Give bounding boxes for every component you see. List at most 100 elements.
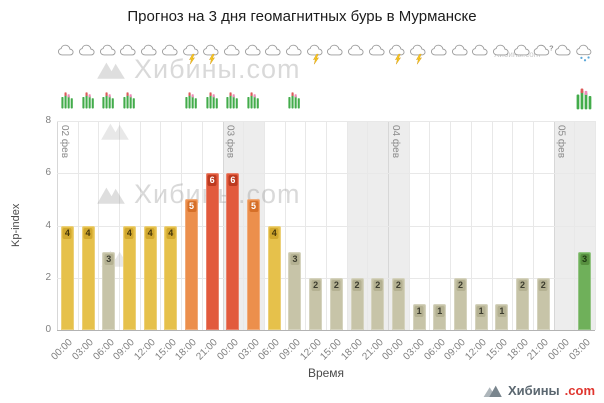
kp-bar: 1	[495, 303, 509, 330]
cloud-icon	[78, 44, 98, 62]
kp-bar: 1	[412, 303, 426, 330]
kp-bar: 3	[288, 251, 302, 330]
cloud-icon	[513, 44, 533, 62]
cloud-lightning-icon	[182, 44, 202, 70]
x-axis-tick-label: 15:00	[484, 337, 510, 363]
site-logo-link[interactable]: Хибины .com	[482, 383, 595, 398]
x-axis-tick-label: 00:00	[215, 337, 241, 363]
cloud-icon	[119, 44, 139, 62]
kp-bar: 5	[185, 199, 198, 330]
vertical-gridline	[595, 121, 596, 330]
x-axis-tick-label: 03:00	[566, 337, 593, 363]
x-axis-tick-label: 21:00	[194, 337, 220, 363]
aurora-forecast-icon	[247, 92, 260, 114]
aurora-forecast-icon	[123, 92, 136, 114]
kp-bar: 2	[391, 277, 405, 330]
horizontal-gridline	[57, 277, 595, 279]
kp-bar: 6	[205, 173, 219, 330]
x-axis-tick-label: 06:00	[422, 337, 448, 363]
kp-value-label: 3	[104, 253, 114, 265]
kp-value-label: 2	[393, 279, 403, 291]
aurora-forecast-icon	[81, 92, 95, 114]
kp-bar: 2	[329, 277, 343, 330]
aurora-forecast-icon	[576, 88, 593, 115]
cloud-question-icon: ?	[533, 44, 554, 62]
kp-value-label: 2	[311, 279, 321, 291]
horizontal-gridline	[57, 330, 595, 331]
kp-value-label: 5	[186, 201, 197, 213]
aurora-forecast-icon	[206, 92, 219, 114]
kp-value-label: 2	[518, 279, 528, 291]
kp-bar: 1	[474, 303, 488, 330]
cloud-icon	[430, 44, 450, 62]
x-axis-tick-label: 21:00	[360, 337, 386, 363]
x-axis-tick-label: 18:00	[504, 337, 531, 363]
aurora-forecast-icon	[288, 92, 301, 114]
x-axis-tick-label: 00:00	[49, 337, 76, 363]
y-axis-tick-label: 2	[45, 271, 51, 283]
kp-value-label: 4	[124, 227, 134, 239]
x-axis-tick-label: 12:00	[132, 337, 158, 363]
mountain-logo-icon	[483, 385, 502, 397]
kp-value-label: 3	[580, 253, 590, 265]
kp-bar: 6	[226, 173, 240, 330]
y-axis-title: Kp-index	[10, 203, 22, 248]
y-axis-tick-label: 0	[45, 324, 51, 335]
cloud-icon	[492, 44, 512, 62]
kp-bar: 2	[454, 277, 467, 330]
cloud-lightning-icon	[388, 44, 408, 70]
day-label: 05 фев	[555, 125, 567, 159]
x-axis-tick-label: 18:00	[339, 337, 365, 363]
y-axis-tick-label: 6	[45, 167, 51, 179]
kp-bar: 4	[122, 225, 136, 330]
cloud-lightning-icon	[202, 44, 222, 70]
kp-bar: 2	[516, 277, 530, 330]
x-axis-tick-label: 06:00	[256, 337, 283, 363]
kp-value-label: 3	[290, 253, 300, 265]
x-axis-title: Время	[307, 366, 345, 380]
x-axis-tick-label: 00:00	[380, 337, 407, 363]
x-axis-tick-label: 12:00	[297, 337, 324, 363]
cloud-icon	[223, 44, 243, 62]
x-axis-tick-label: 15:00	[153, 337, 179, 363]
x-axis-tick-label: 06:00	[91, 337, 117, 363]
kp-bar: 2	[371, 277, 385, 330]
chart-title: Прогноз на 3 дня геомагнитных бурь в Мур…	[127, 8, 477, 25]
kp-bar: 3	[102, 251, 116, 330]
kp-bar: 4	[81, 225, 95, 330]
cloud-icon	[99, 44, 119, 62]
kp-bar: 4	[143, 225, 157, 330]
kp-value-label: 4	[62, 227, 72, 239]
horizontal-gridline	[57, 225, 595, 227]
cloud-icon	[244, 44, 264, 62]
aurora-forecast-icon	[226, 92, 239, 114]
kp-value-label: 1	[497, 305, 507, 317]
kp-bar: 2	[350, 277, 364, 330]
kp-bar: 3	[578, 251, 592, 330]
aurora-forecast-icon	[102, 92, 115, 114]
kp-value-label: 2	[352, 279, 362, 291]
cloud-icon	[368, 44, 388, 62]
y-axis-tick-label: 8	[45, 115, 51, 126]
kp-value-label: 2	[455, 279, 466, 291]
watermark-text: Хибины.com	[134, 54, 301, 84]
cloud-icon	[285, 44, 305, 62]
kp-bar: 5	[247, 199, 261, 330]
x-axis-tick-label: 09:00	[442, 337, 469, 363]
day-label: 03 фев	[224, 125, 236, 159]
cloud-icon	[161, 44, 181, 62]
x-axis-tick-label: 00:00	[546, 337, 572, 363]
x-axis-tick-label: 03:00	[70, 337, 96, 363]
aurora-forecast-icon	[185, 92, 198, 114]
aurora-forecast-icon	[61, 92, 74, 114]
kp-bar: 4	[267, 225, 281, 330]
day-label: 04 фев	[390, 125, 402, 159]
x-axis-tick-label: 03:00	[235, 337, 262, 363]
svg-text:?: ?	[549, 44, 554, 53]
watermark-top: Хибины.com	[96, 54, 300, 85]
mountain-watermark-icon	[97, 62, 125, 79]
cloud-icon	[347, 44, 367, 62]
kp-value-label: 2	[331, 279, 341, 291]
mountain-watermark-icon	[97, 187, 125, 204]
